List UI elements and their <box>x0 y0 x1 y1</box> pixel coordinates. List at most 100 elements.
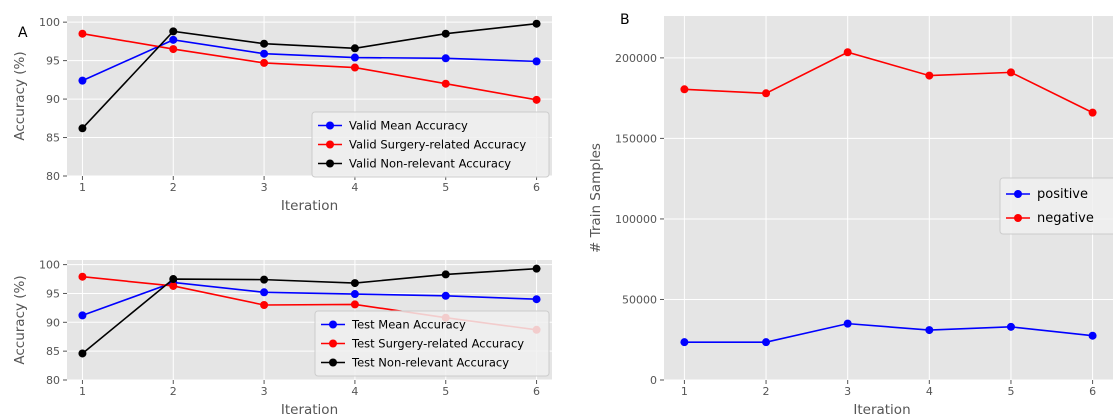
chart-b-ytick-label: 0 <box>650 374 657 387</box>
chart-b-series-2-point <box>680 85 689 94</box>
chart-a-top-series-1-point <box>532 57 541 66</box>
chart-a-top-xtick-label: 2 <box>170 181 177 194</box>
chart-a-bottom-xtick-label: 3 <box>261 385 268 398</box>
chart-a-top-legend-marker-1 <box>326 121 334 130</box>
chart-b-series-1-point <box>762 338 771 347</box>
chart-a-top-ytick-label: 100 <box>39 16 60 29</box>
chart-a-top-series-2-point <box>260 58 269 67</box>
chart-a-bottom-legend-label-1: Test Mean Accuracy <box>351 318 466 332</box>
chart-a-top-series-3-point <box>441 29 450 38</box>
chart-a-top-xtick-label: 3 <box>261 181 268 194</box>
chart-a-top-series-3-point <box>260 39 269 48</box>
chart-a-bottom-ytick-label: 85 <box>46 345 60 358</box>
chart-a-top-xtick-label: 1 <box>79 181 86 194</box>
chart-a-bottom-series-3-point <box>441 270 450 279</box>
chart-a-top-series-3-point <box>350 44 359 53</box>
chart-a-bottom-ylabel: Accuracy (%) <box>12 275 28 364</box>
chart-a-top-series-1-point <box>78 76 87 85</box>
chart-a-top-series-2-point <box>78 29 87 38</box>
chart-a-bottom-series-2-point <box>260 301 269 309</box>
chart-a-bottom-series-3-point <box>350 279 359 288</box>
chart-a-bottom-series-3-point <box>532 264 541 273</box>
chart-a-bottom-legend-marker-2 <box>329 339 337 348</box>
chart-a-top-series-1-point <box>441 54 450 63</box>
chart-a-bottom-legend-label-2: Test Surgery-related Accuracy <box>351 337 524 351</box>
chart-b-series-2-point <box>762 89 771 98</box>
chart-a-top-xlabel: Iteration <box>281 198 338 214</box>
chart-a-bottom-xtick-label: 2 <box>170 385 177 398</box>
chart-b-series-1-point <box>680 338 689 347</box>
chart-a-top-xtick-label: 5 <box>442 181 449 194</box>
chart-b-xtick-label: 6 <box>1089 385 1096 398</box>
chart-b-ytick-label: 50000 <box>622 293 657 306</box>
chart-b-series-2-point <box>843 48 852 57</box>
chart-b-ytick-label: 100000 <box>615 213 657 226</box>
chart-a-top-series-line-3 <box>81 22 537 129</box>
chart-a-top-series-1-point <box>260 49 269 58</box>
chart-a-top-series-3-point <box>169 27 178 36</box>
chart-a-bottom-series-line-3 <box>81 267 537 355</box>
chart-a-top-series-3-point <box>532 19 541 28</box>
chart-b-series-1-point <box>1088 331 1097 340</box>
chart-a-top-legend <box>311 111 550 178</box>
chart-a-top-series-2-point <box>350 63 359 72</box>
chart-b-ylabel: # Train Samples <box>588 143 604 253</box>
chart-b-xlabel: Iteration <box>853 402 910 417</box>
chart-b-series-1-point <box>1006 322 1015 331</box>
chart-a-bottom-series-1-point <box>441 291 450 300</box>
chart-b-series-1-point <box>925 326 934 335</box>
chart-a-bottom-ytick-label: 90 <box>46 316 60 329</box>
chart-a-top-legend-label-2: Valid Surgery-related Accuracy <box>349 138 526 152</box>
chart-a-top-series-3-point <box>78 124 87 133</box>
chart-b-series-line-1 <box>684 322 1093 343</box>
chart-a-top: 1 2 3 4 5 6 80 85 90 95 100 Iteration Accuracy (%) Va… <box>12 16 552 214</box>
chart-a-bottom-series-3-point <box>78 349 87 358</box>
chart-a-bottom-legend-label-3: Test Non-relevant Accuracy <box>351 356 509 370</box>
chart-b-series-1-point <box>843 319 852 328</box>
chart-a-bottom-series-1-point <box>350 290 359 299</box>
chart-a-bottom-xlabel: Iteration <box>281 402 338 417</box>
chart-a-top-series-2-point <box>441 79 450 88</box>
chart-b-series-2-point <box>1088 108 1097 117</box>
chart-a-top-legend-label-1: Valid Mean Accuracy <box>349 119 468 133</box>
chart-a-top-legend-label-3: Valid Non-relevant Accuracy <box>349 157 511 171</box>
chart-a-bottom-series-2-point <box>78 272 87 281</box>
chart-a-bottom-xtick-label: 6 <box>533 385 540 398</box>
chart-a-top-series-2-point <box>169 45 178 54</box>
chart-a-bottom-series-1-point <box>78 311 87 320</box>
chart-a-bottom-series-1-point <box>532 295 541 304</box>
chart-b-legend-label-2: negative <box>1037 211 1094 226</box>
panel-label-a: A <box>18 25 28 41</box>
chart-b-legend <box>999 177 1113 235</box>
chart-a-bottom-series-3-point <box>260 275 269 284</box>
chart-a-bottom-ytick-label: 80 <box>46 374 60 387</box>
chart-a-bottom-series-1-point <box>260 288 269 297</box>
chart-a-top-xtick-label: 6 <box>533 181 540 194</box>
chart-b-legend-label-1: positive <box>1037 187 1088 202</box>
chart-a-top-xtick-label: 4 <box>351 181 358 194</box>
chart-a-bottom-legend-marker-1 <box>329 320 337 329</box>
chart-a-bottom-xtick-label: 5 <box>442 385 449 398</box>
chart-b-series-2-point <box>1006 68 1015 77</box>
chart-a-bottom-series-3-point <box>169 275 178 284</box>
chart-b-legend-marker-1 <box>1014 190 1022 198</box>
chart-b: 1 2 3 4 5 6 0 50000 100000 150000 200000 Iteration #… <box>588 16 1113 417</box>
chart-a-top-series-1-point <box>350 53 359 62</box>
chart-a-bottom-legend-marker-3 <box>329 358 337 367</box>
chart-a-top-legend-marker-2 <box>326 140 334 149</box>
chart-a-top-ylabel: Accuracy (%) <box>12 51 28 140</box>
chart-b-xtick-label: 1 <box>681 385 688 398</box>
chart-b-xtick-label: 5 <box>1007 385 1014 398</box>
chart-b-xtick-label: 3 <box>844 385 851 398</box>
chart-a-top-series-2-point <box>532 95 541 104</box>
chart-b-xtick-label: 4 <box>926 385 933 398</box>
chart-a-top-ytick-label: 90 <box>46 93 60 106</box>
chart-b-series-line-2 <box>684 51 1093 114</box>
chart-a-bottom-series-2-point <box>169 281 178 290</box>
chart-a-top-series-1-point <box>169 35 178 44</box>
chart-a-bottom: 1 2 3 4 5 6 80 85 90 95 100 Iteration Accuracy (%) Te… <box>12 259 552 417</box>
chart-b-ytick-label: 150000 <box>615 132 657 145</box>
chart-a-top-ytick-label: 80 <box>46 170 60 183</box>
